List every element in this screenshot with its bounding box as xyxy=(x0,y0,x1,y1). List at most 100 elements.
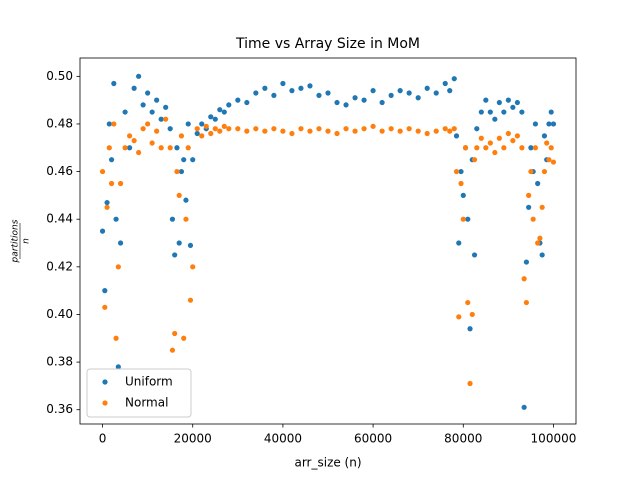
point xyxy=(469,311,475,318)
x-axis-label: arr_size (n) xyxy=(294,456,361,470)
point xyxy=(526,204,532,210)
point xyxy=(521,404,527,410)
point xyxy=(176,240,182,246)
point xyxy=(379,128,385,134)
point xyxy=(140,126,146,132)
point xyxy=(492,116,498,122)
point xyxy=(127,133,133,139)
point xyxy=(203,123,209,129)
point xyxy=(519,145,525,151)
point xyxy=(539,204,545,210)
point xyxy=(361,97,367,103)
point xyxy=(208,114,214,120)
legend-box xyxy=(86,368,192,418)
point xyxy=(190,264,196,270)
x-tick-label: 0 xyxy=(99,432,107,446)
point xyxy=(325,128,331,134)
point xyxy=(316,126,322,132)
point xyxy=(136,73,142,79)
legend-label: Uniform xyxy=(125,375,173,389)
point xyxy=(361,126,367,132)
point xyxy=(433,128,439,134)
point xyxy=(352,95,358,101)
point xyxy=(541,133,548,139)
y-tick-label: 0.40 xyxy=(46,307,73,321)
point xyxy=(187,297,194,303)
point xyxy=(217,107,223,113)
point xyxy=(492,149,498,156)
point xyxy=(505,130,511,137)
point xyxy=(183,197,189,203)
point xyxy=(115,364,121,370)
point xyxy=(167,126,173,132)
point xyxy=(462,145,469,151)
x-tick-label: 60000 xyxy=(354,432,392,446)
point xyxy=(244,128,250,134)
point xyxy=(221,123,227,129)
point xyxy=(262,85,268,91)
point xyxy=(298,126,304,132)
point xyxy=(117,180,124,187)
y-tick-label: 0.48 xyxy=(46,116,73,130)
point xyxy=(221,109,227,115)
point xyxy=(280,128,286,134)
point xyxy=(548,109,554,115)
point xyxy=(174,168,180,175)
x-tick-label: 20000 xyxy=(174,432,212,446)
point xyxy=(379,99,385,106)
point xyxy=(325,90,331,96)
point xyxy=(453,133,460,139)
y-tick-label: 0.50 xyxy=(46,69,73,83)
point xyxy=(183,216,189,222)
point xyxy=(158,145,164,151)
y-tick-label: 0.38 xyxy=(46,355,73,369)
point xyxy=(460,192,466,198)
point xyxy=(145,90,151,96)
point xyxy=(465,299,471,306)
point xyxy=(478,109,484,115)
legend-label: Normal xyxy=(125,396,168,410)
point xyxy=(102,304,108,310)
point xyxy=(483,145,489,151)
point xyxy=(244,99,250,106)
point xyxy=(433,90,439,96)
point xyxy=(194,130,200,137)
point xyxy=(106,145,112,151)
point xyxy=(458,180,464,187)
y-tick-label: 0.44 xyxy=(46,212,73,226)
point xyxy=(199,121,205,127)
point xyxy=(501,109,507,115)
legend: Uniform Normal xyxy=(86,368,192,418)
point xyxy=(370,123,376,129)
point xyxy=(510,138,516,144)
point xyxy=(406,90,412,96)
point xyxy=(117,240,124,246)
point xyxy=(111,121,117,127)
point xyxy=(181,157,187,163)
point xyxy=(528,168,534,175)
point xyxy=(262,128,268,134)
point xyxy=(546,157,552,163)
point xyxy=(167,145,173,151)
point xyxy=(235,126,241,132)
chart-title: Time vs Array Size in MoM xyxy=(235,36,420,52)
point xyxy=(451,126,457,132)
point xyxy=(174,145,180,151)
plot-frame xyxy=(79,57,577,425)
x-tick-label: 80000 xyxy=(444,432,482,446)
point xyxy=(453,168,460,175)
point xyxy=(424,85,430,91)
point xyxy=(149,109,155,115)
point xyxy=(546,121,552,127)
point xyxy=(528,145,534,151)
point xyxy=(532,121,539,127)
y-axis-label: partitions n xyxy=(11,219,32,263)
point xyxy=(113,335,119,341)
point xyxy=(447,128,453,134)
point xyxy=(352,128,358,134)
point xyxy=(471,252,478,258)
point xyxy=(388,92,394,98)
point xyxy=(280,80,286,87)
point xyxy=(298,85,304,91)
point xyxy=(149,140,155,146)
